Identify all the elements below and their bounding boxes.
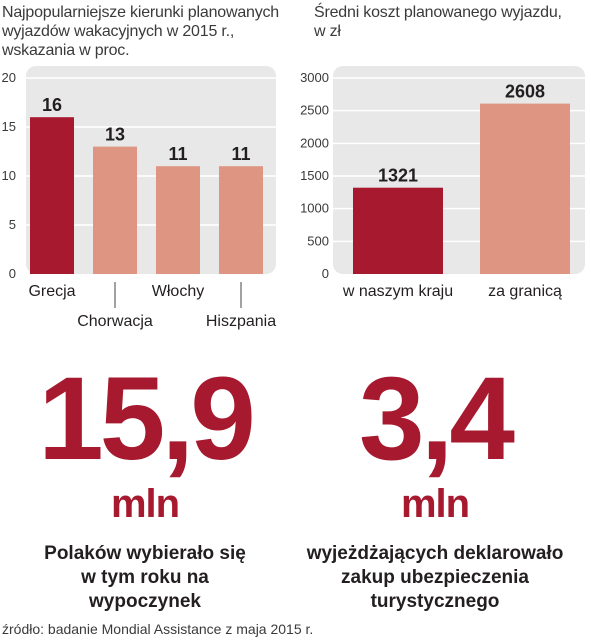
chart-2-category-label: za granicą: [488, 283, 562, 300]
stat-insurance-description: wyjeżdżających deklarowało zakup ubezpie…: [290, 542, 580, 614]
chart-1-bar: [219, 166, 263, 274]
stat-insurance-line: wyjeżdżających deklarowało: [306, 543, 564, 564]
chart-2-cost: 0 500 1000 1500 2000 2500 3000 1321 w naszym kra…: [300, 66, 585, 300]
chart-2-title-line: Średni koszt planowanego wyjazdu,: [314, 4, 562, 21]
chart-1-category-label: Włochy: [152, 283, 204, 300]
stat-travelers: 15,9 mln Polaków wybierało się w tym rok…: [0, 360, 290, 614]
chart-1-y-tick-label: 10: [2, 168, 16, 183]
chart-1-y-tick-label: 15: [2, 119, 16, 134]
stat-travelers-unit: mln: [110, 482, 180, 526]
chart-2-value-label: 1321: [378, 166, 418, 186]
chart-2-bar: [480, 103, 570, 274]
stat-travelers-description: Polaków wybierało się w tym roku na wypo…: [0, 542, 290, 614]
chart-2-y-tick-label: 1000: [300, 201, 329, 216]
chart-1-plot-background: [26, 66, 276, 274]
stat-insurance-line: zakup ubezpieczenia: [341, 567, 529, 588]
chart-1-title: Najpopularniejsze kierunki planowanych w…: [2, 3, 312, 60]
stat-insurance-unit: mln: [400, 482, 470, 526]
chart-2-y-tick-label: 1500: [300, 168, 329, 183]
chart-1-category-label: Chorwacja: [77, 313, 153, 330]
chart-1-y-tick-label: 5: [9, 217, 16, 232]
chart-1-value-label: 13: [105, 125, 125, 145]
chart-2-bar: [353, 187, 443, 274]
stat-travelers-line: w tym roku na: [81, 567, 209, 588]
chart-1-bar: [30, 117, 74, 274]
chart-1-bar: [93, 146, 137, 274]
chart-1-y-tick-label: 20: [2, 70, 16, 85]
chart-2-y-tick-label: 2500: [300, 103, 329, 118]
chart-2-category-label: w naszym kraju: [342, 283, 453, 300]
chart-2-title-line: w zł: [314, 23, 341, 40]
chart-2-y-tick-label: 500: [307, 233, 329, 248]
chart-1-category-label: Hiszpania: [206, 313, 276, 330]
chart-1-y-tick-label: 0: [9, 266, 16, 281]
chart-1-value-label: 11: [168, 144, 187, 164]
stat-insurance-line: turystycznego: [370, 591, 500, 612]
chart-1-title-line: Najpopularniejsze kierunki planowanych: [2, 4, 280, 21]
stat-travelers-number: 15,9: [38, 353, 256, 485]
chart-1-bar: [156, 166, 200, 274]
stat-insurance: 3,4 mln wyjeżdżających deklarowało zakup…: [290, 360, 580, 614]
chart-2-title: Średni koszt planowanego wyjazdu, w zł: [314, 3, 591, 41]
chart-2-y-tick-label: 3000: [300, 70, 329, 85]
chart-1-value-label: 11: [231, 144, 250, 164]
source-note: źródło: badanie Mondial Assistance z maj…: [2, 621, 314, 637]
chart-1-title-line: wskazania w proc.: [2, 42, 130, 59]
stat-insurance-number: 3,4: [358, 353, 515, 485]
chart-1-title-line: wyjazdów wakacyjnych w 2015 r.,: [2, 23, 235, 40]
stat-travelers-line: wypoczynek: [89, 591, 201, 612]
chart-1-value-label: 16: [42, 95, 62, 115]
stat-travelers-line: Polaków wybierało się: [44, 543, 246, 564]
chart-2-y-tick-label: 0: [322, 266, 329, 281]
chart-2-y-tick-label: 2000: [300, 135, 329, 150]
chart-1-destinations: 0 5 10 15 20 16 Grecja 13 Chorwacja 11 Włochy 11 His…: [2, 66, 276, 330]
chart-2-value-label: 2608: [505, 82, 545, 102]
chart-1-category-label: Grecja: [28, 283, 75, 300]
